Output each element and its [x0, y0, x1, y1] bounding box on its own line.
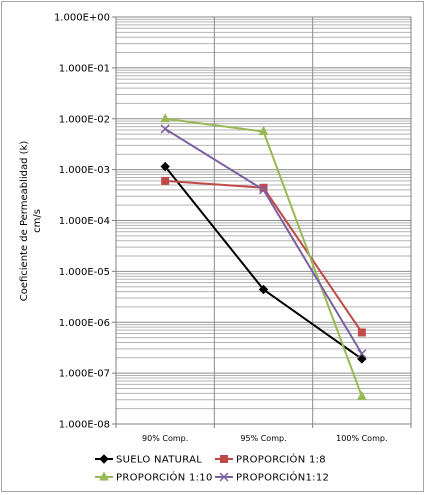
y-axis-tick-labels: 1.000E+00 1.000E-01 1.000E-02 1.000E-03 1.00… — [54, 13, 110, 431]
series-proporci-n1-12 — [160, 124, 367, 359]
y-tick-label: 1.000E-04 — [59, 216, 110, 227]
data-point — [258, 125, 269, 136]
x-tick-label: 90% Comp. — [142, 434, 188, 443]
data-point — [258, 284, 269, 295]
data-point — [160, 124, 170, 134]
y-axis-label: Coeficiente de Permeablidad (k) — [19, 141, 30, 302]
legend-label: PROPORCIÓN 1:10 — [116, 471, 213, 484]
data-point — [357, 390, 367, 400]
series-line — [164, 128, 363, 355]
y-tick-label: 1.000E-05 — [59, 267, 110, 278]
data-point — [357, 354, 367, 364]
y-tick-label: 1.000E-08 — [59, 420, 110, 431]
legend-marker — [220, 455, 228, 463]
series-line — [165, 117, 363, 397]
series-proporci-n-1-8 — [161, 176, 366, 337]
legend-item: PROPORCIÓN 1:8 — [215, 453, 326, 466]
y-tick-label: 1.000E+00 — [54, 13, 110, 24]
y-tick-label: 1.000E-02 — [59, 114, 110, 125]
y-tick-label: 1.000E-01 — [59, 63, 110, 74]
legend-item: PROPORCIÓN 1:10 — [95, 471, 213, 484]
legend-marker — [219, 472, 229, 482]
x-tick-label: 95% Comp. — [240, 434, 286, 443]
data-point — [258, 185, 269, 195]
gridlines — [112, 16, 412, 428]
series-layer — [160, 113, 367, 400]
data-point — [161, 176, 170, 185]
data-point — [357, 328, 366, 337]
data-point — [357, 349, 367, 359]
legend: SUELO NATURAL PROPORCIÓN 1:8 PROPORCIÓN 1:… — [95, 453, 329, 484]
legend-marker — [99, 471, 109, 481]
series-proporci-n-1-10 — [160, 113, 367, 400]
y-axis-unit-label: cm/s — [32, 209, 43, 233]
data-point — [160, 161, 170, 172]
legend-marker — [99, 454, 109, 464]
legend-label: SUELO NATURAL — [116, 455, 202, 466]
y-tick-label: 1.000E-07 — [59, 369, 110, 380]
legend-item: PROPORCIÓN1:12 — [215, 471, 329, 484]
legend-item: SUELO NATURAL — [95, 454, 202, 466]
y-tick-label: 1.000E-03 — [59, 165, 110, 176]
x-tick-label: 100% Comp. — [336, 434, 387, 443]
legend-label: PROPORCIÓN1:12 — [236, 471, 329, 484]
plot-area-border — [115, 16, 412, 425]
legend-label: PROPORCIÓN 1:8 — [236, 453, 326, 466]
data-point — [160, 113, 171, 123]
series-suelo-natural — [160, 161, 367, 364]
y-tick-label: 1.000E-06 — [59, 318, 110, 329]
x-axis-tick-labels: 90% Comp. 95% Comp. 100% Comp. — [142, 434, 387, 443]
